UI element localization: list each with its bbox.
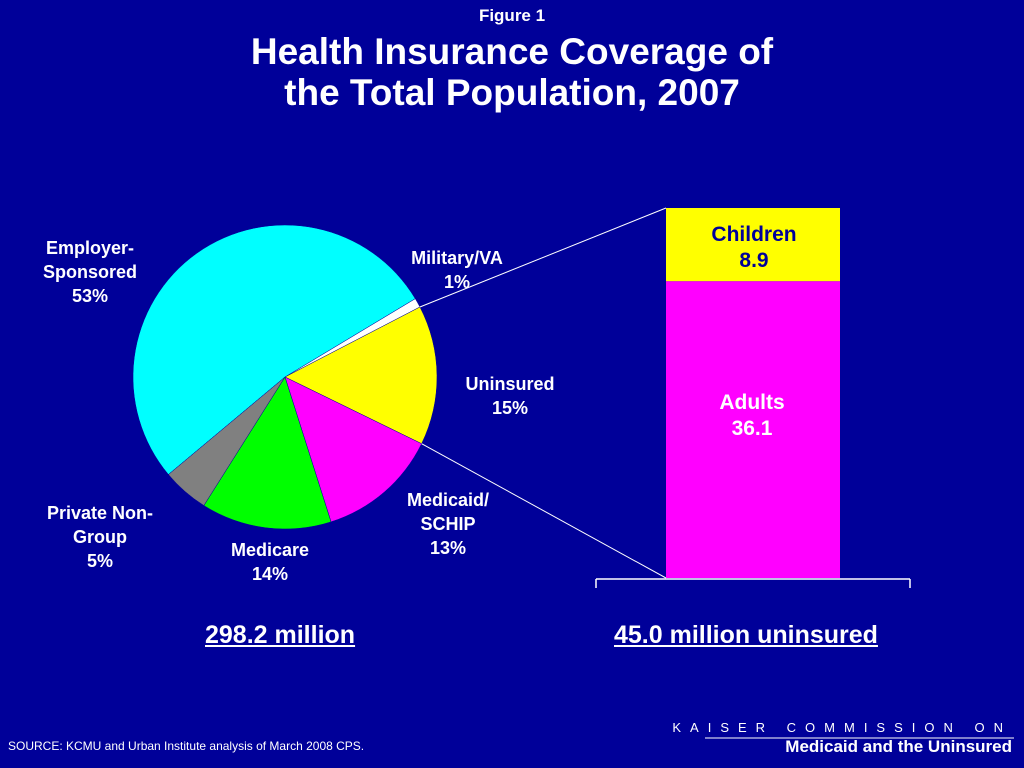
label-military: Military/VA 1% — [411, 248, 503, 292]
connector-line-bottom — [421, 443, 667, 579]
brand-logo: KAISER COMMISSION ON Medicaid and the Un… — [672, 720, 1012, 757]
bar-segment-adults — [666, 281, 840, 578]
label-employer: Employer- Sponsored 53% — [42, 238, 137, 306]
pie-slice-uninsured — [284, 306, 438, 445]
label-medicare: Medicare 14% — [230, 540, 310, 584]
bar-label-children: Children 8.9 — [711, 223, 797, 272]
pie-total: 298.2 million — [205, 621, 356, 649]
pie-slice-private — [168, 376, 286, 506]
label-medicaid: Medicaid/ SCHIP 13% — [406, 490, 490, 558]
chart-title: Health Insurance Coverage of the Total P… — [0, 31, 1024, 113]
bar-segment-children — [666, 208, 840, 282]
title-line-1: Health Insurance Coverage of — [250, 31, 774, 72]
title-line-2: the Total Population, 2007 — [284, 72, 740, 113]
label-uninsured: Uninsured 15% — [465, 374, 555, 418]
bar-label-adults: Adults 36.1 — [719, 391, 785, 440]
connector-line-top — [419, 207, 667, 308]
brand-line-2: Medicaid and the Uninsured — [785, 737, 1012, 756]
pie-slice-employer — [132, 224, 416, 475]
figure-label: Figure 1 — [478, 6, 546, 25]
bar-total: 45.0 million uninsured — [614, 621, 878, 649]
pie-slice-medicaid — [284, 376, 422, 523]
label-private: Private Non- Group 5% — [46, 503, 154, 571]
pie-slice-medicare — [203, 376, 332, 530]
brand-line-1: KAISER COMMISSION ON — [672, 720, 1012, 735]
source-note: SOURCE: KCMU and Urban Institute analysi… — [8, 739, 365, 753]
